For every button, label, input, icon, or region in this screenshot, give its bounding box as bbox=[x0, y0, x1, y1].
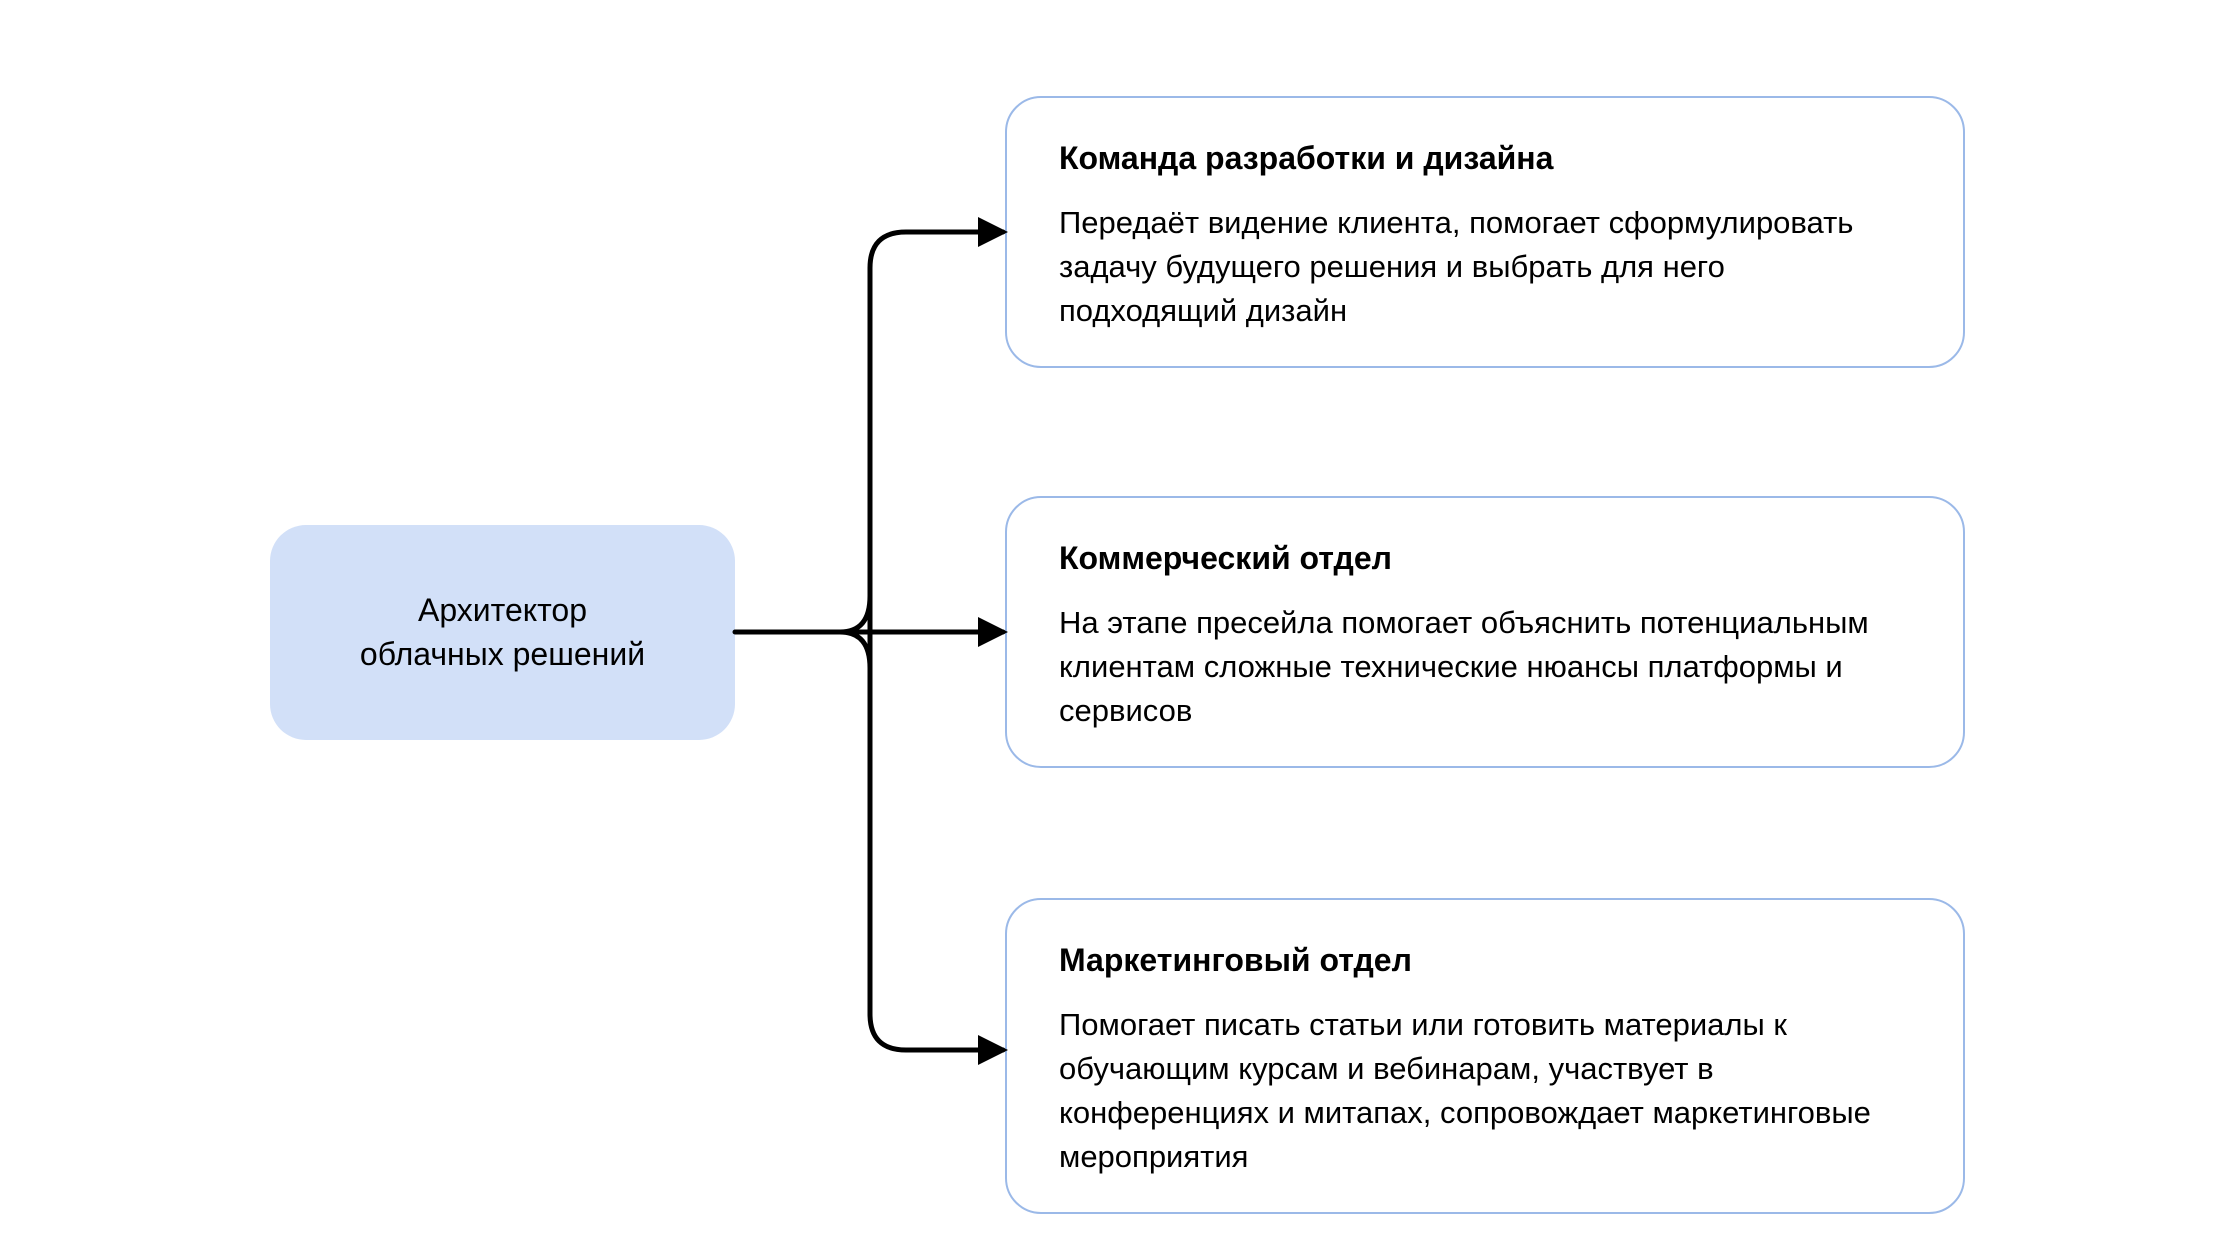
target-title-1: Коммерческий отдел bbox=[1059, 540, 1911, 577]
source-label-line1: Архитектор bbox=[418, 592, 587, 628]
diagram-canvas: Архитектор облачных решений Команда разр… bbox=[0, 0, 2240, 1260]
target-desc-0: Передаёт видение клиента, помогает сформ… bbox=[1059, 201, 1911, 333]
target-node-0: Команда разработки и дизайна Передаёт ви… bbox=[1005, 96, 1965, 368]
target-node-1: Коммерческий отдел На этапе пресейла пом… bbox=[1005, 496, 1965, 768]
source-label-line2: облачных решений bbox=[360, 636, 645, 672]
target-title-2: Маркетинговый отдел bbox=[1059, 942, 1911, 979]
target-title-0: Команда разработки и дизайна bbox=[1059, 140, 1911, 177]
target-desc-2: Помогает писать статьи или готовить мате… bbox=[1059, 1003, 1911, 1179]
target-node-2: Маркетинговый отдел Помогает писать стат… bbox=[1005, 898, 1965, 1214]
target-desc-1: На этапе пресейла помогает объяснить пот… bbox=[1059, 601, 1911, 733]
source-label: Архитектор облачных решений bbox=[360, 589, 645, 675]
source-node: Архитектор облачных решений bbox=[270, 525, 735, 740]
